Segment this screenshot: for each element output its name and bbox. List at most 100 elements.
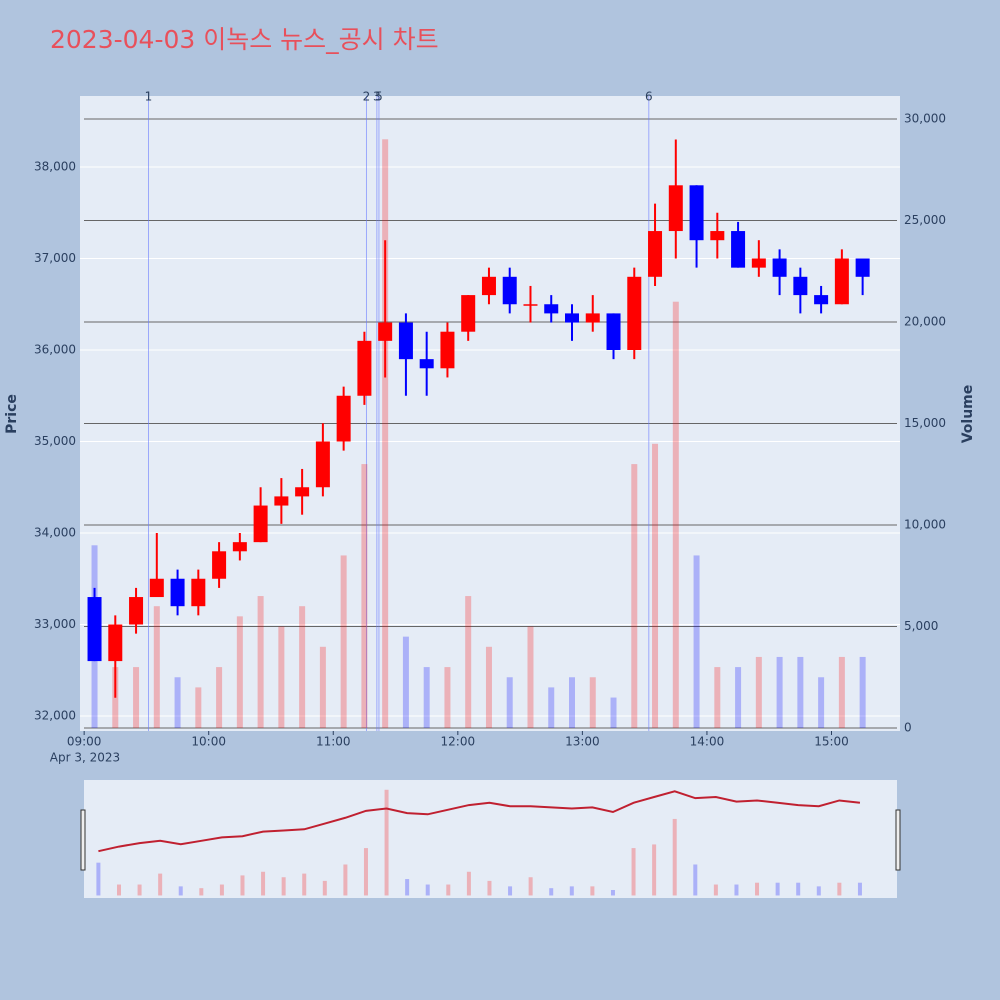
volume-bar (631, 464, 638, 728)
x-tick-label: 09:00 (67, 735, 102, 749)
candle-body (502, 276, 517, 305)
volume-bar (838, 656, 845, 728)
candle-body (274, 496, 289, 506)
y-tick-label: 34,000 (34, 525, 76, 539)
candle-body (772, 258, 787, 277)
volume-bar (216, 667, 223, 728)
y-axis-title: Price (4, 394, 20, 434)
volume-bar (174, 677, 181, 728)
y2-tick-label: 30,000 (904, 111, 946, 125)
y2-tick-label: 20,000 (904, 314, 946, 328)
volume-bar (485, 646, 492, 728)
mini-volume-bar (713, 884, 718, 896)
volume-bar (693, 555, 700, 728)
news-label: 5 (375, 90, 383, 104)
mini-volume-bar (508, 886, 513, 896)
range-slider[interactable] (84, 780, 897, 898)
mini-volume-bar (384, 789, 389, 896)
mini-volume-bar (631, 848, 636, 896)
mini-volume-bar (405, 879, 410, 896)
mini-volume-bar (466, 871, 471, 896)
mini-volume-bar (281, 877, 286, 896)
volume-bar (340, 555, 347, 728)
candle-body (398, 322, 413, 360)
volume-bar (735, 667, 742, 728)
mini-volume-bar (837, 882, 842, 896)
mini-volume-bar (652, 844, 657, 896)
mini-volume-bar (302, 873, 307, 896)
mini-volume-bar (816, 886, 821, 896)
candle-body (336, 395, 351, 442)
mini-volume-bar (590, 886, 595, 896)
volume-bar (153, 606, 160, 728)
y2-tick-label: 25,000 (904, 213, 946, 227)
mini-volume-bar (796, 882, 801, 896)
volume-bar (859, 656, 866, 728)
mini-volume-bar (528, 877, 533, 896)
x-tick-label: 11:00 (316, 735, 351, 749)
volume-bar (133, 667, 140, 728)
mini-volume-bar (755, 882, 760, 896)
mini-volume-bar (219, 884, 224, 896)
mini-volume-bar (343, 864, 348, 896)
range-handle-right[interactable] (895, 809, 901, 871)
volume-bar (610, 697, 617, 728)
volume-bar (527, 626, 534, 728)
candle-body (232, 542, 247, 552)
mini-volume-bar (549, 888, 554, 896)
mini-volume-bar (487, 880, 492, 896)
volume-bar (714, 667, 721, 728)
volume-bar (278, 626, 285, 728)
candle-body (565, 313, 579, 323)
volume-bar (818, 677, 825, 728)
volume-bar (423, 667, 430, 728)
plot-layer: 32,00033,00034,00035,00036,00037,00038,0… (34, 90, 946, 896)
volume-bar (776, 656, 783, 728)
candle-body (253, 505, 268, 543)
candle-body (378, 322, 393, 341)
volume-bar (319, 646, 326, 728)
candle-body (731, 231, 746, 268)
candle-body (295, 487, 310, 497)
volume-bar (569, 677, 575, 728)
candle-body (648, 231, 663, 277)
candle-body (523, 304, 538, 306)
y2-tick-label: 15,000 (904, 416, 946, 430)
x-tick-label: 14:00 (690, 735, 725, 749)
plot-area (80, 96, 900, 731)
y2-tick-label: 0 (904, 720, 912, 734)
mini-volume-bar (96, 862, 101, 896)
y-tick-label: 32,000 (34, 708, 76, 722)
x-date-label: Apr 3, 2023 (50, 751, 120, 765)
volume-bar (548, 687, 555, 728)
mini-volume-bar (178, 886, 183, 896)
news-label: 1 (145, 90, 153, 104)
mini-volume-bar (158, 873, 163, 896)
y-tick-label: 36,000 (34, 343, 76, 357)
y-tick-label: 35,000 (34, 434, 76, 448)
volume-bar (755, 656, 762, 728)
volume-bar (361, 464, 368, 728)
candle-body (544, 304, 559, 314)
candle-body (212, 551, 227, 579)
mini-volume-bar (425, 884, 430, 896)
volume-bar (299, 606, 306, 728)
volume-bar (195, 687, 202, 728)
y2-tick-label: 5,000 (904, 619, 938, 633)
candle-body (606, 313, 621, 350)
volume-bar (236, 616, 243, 728)
news-label: 2 (363, 90, 371, 104)
mini-volume-bar (116, 884, 121, 896)
range-handle-left[interactable] (80, 809, 86, 871)
candle-body (440, 331, 455, 369)
candle-body (419, 359, 434, 369)
volume-bar (797, 656, 804, 728)
volume-bar (444, 667, 451, 728)
candle-body (834, 258, 849, 305)
candle-body (814, 295, 829, 305)
candle-body (689, 185, 704, 241)
candle-body (87, 597, 102, 662)
candle-body (855, 258, 870, 277)
candle-body (793, 276, 808, 296)
